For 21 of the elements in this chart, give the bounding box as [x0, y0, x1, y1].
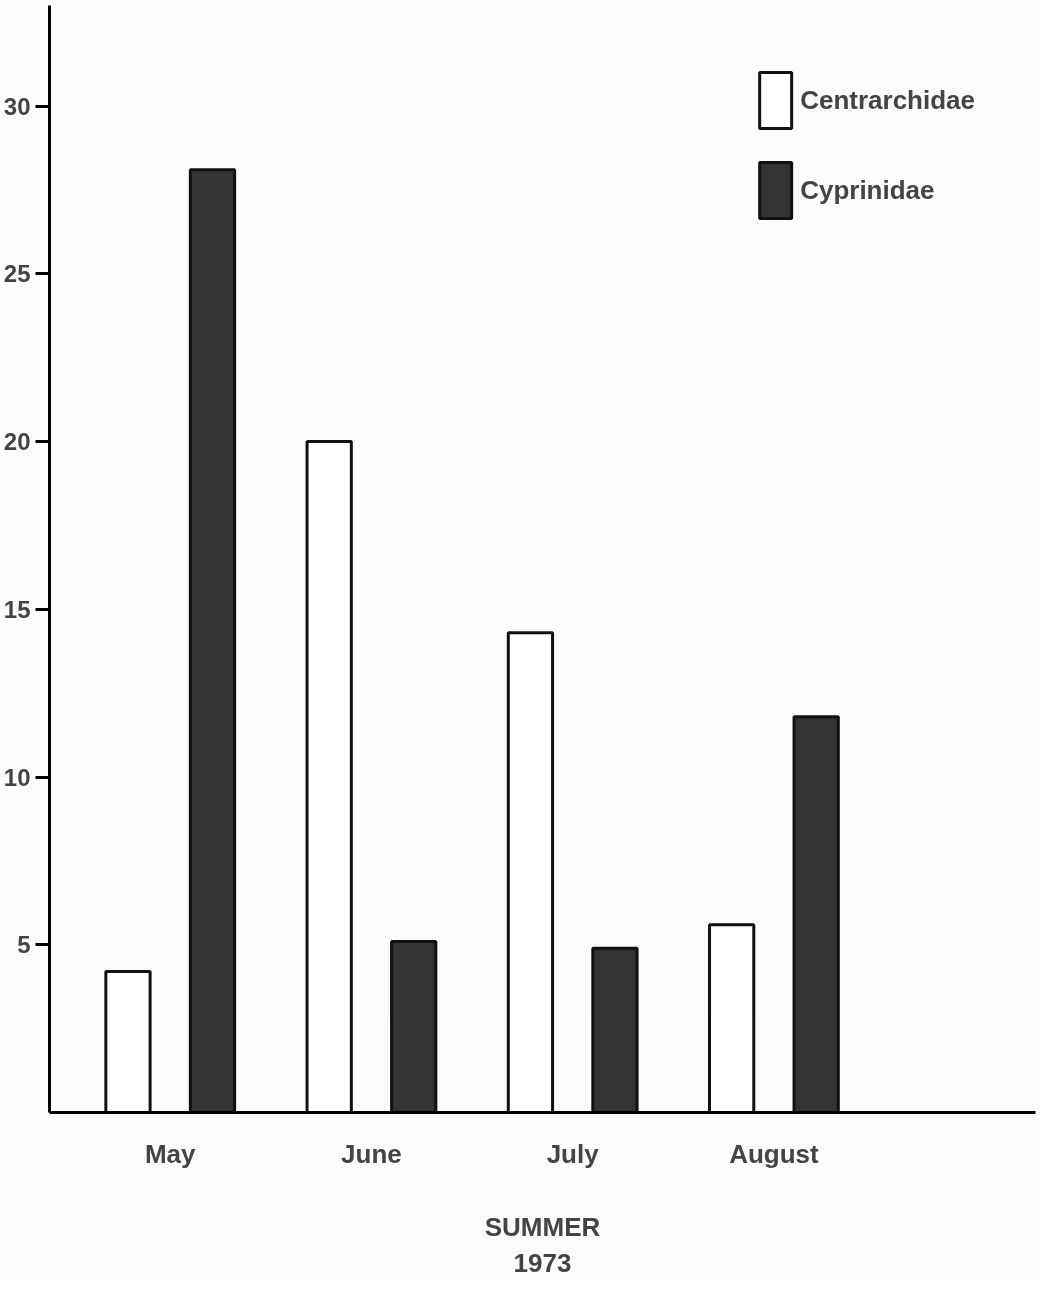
y-tick-label: 15: [3, 595, 31, 623]
bar: [104, 970, 152, 1113]
legend-label: Cyprinidae: [800, 174, 935, 206]
y-tick-label: 20: [3, 428, 31, 456]
bar: [792, 715, 840, 1113]
bar: [305, 440, 353, 1113]
y-tick-label: 25: [3, 260, 31, 288]
x-axis-title: SUMMER 1973: [484, 1211, 601, 1278]
bar: [708, 923, 756, 1113]
bar: [188, 168, 237, 1113]
bar: [506, 631, 555, 1113]
x-tick-label: August: [729, 1138, 820, 1169]
legend-label: Centrarchidae: [800, 84, 975, 116]
y-tick-label: 10: [3, 763, 31, 791]
bar: [390, 939, 438, 1113]
x-tick-label: July: [546, 1138, 600, 1169]
bar: [591, 946, 639, 1113]
y-tick-label: 5: [17, 931, 31, 959]
x-tick-label: June: [341, 1138, 402, 1169]
x-tick-label: May: [144, 1138, 197, 1169]
y-tick-label: 30: [3, 92, 31, 120]
